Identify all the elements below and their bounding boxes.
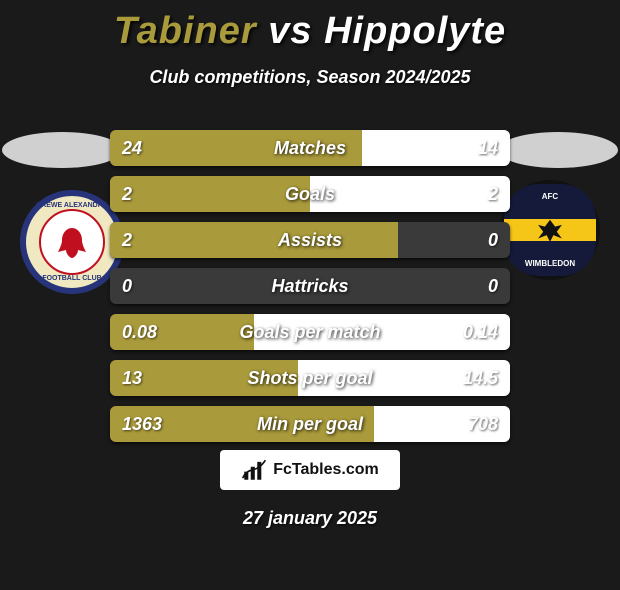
stat-value-right: 0 [488, 268, 498, 304]
stat-row: 0.080.14Goals per match [110, 314, 510, 350]
stat-row: 1314.5Shots per goal [110, 360, 510, 396]
stat-value-left: 1363 [122, 406, 162, 442]
brand-badge: FcTables.com [220, 450, 400, 490]
crest-left-inner [39, 209, 105, 275]
stat-fill-right [310, 176, 510, 212]
club-crest-left: CREWE ALEXANDRA FOOTBALL CLUB [20, 190, 124, 294]
subtitle: Club competitions, Season 2024/2025 [0, 67, 620, 88]
stat-fill-left [110, 176, 310, 212]
player2-name: Hippolyte [324, 10, 506, 52]
crest-right-top-text: AFC [504, 192, 596, 201]
shadow-oval-right [498, 132, 618, 168]
brand-text: FcTables.com [273, 461, 379, 479]
stat-value-right: 0.14 [463, 314, 498, 350]
stat-value-right: 2 [488, 176, 498, 212]
stat-label: Hattricks [110, 268, 510, 304]
stat-value-right: 0 [488, 222, 498, 258]
crest-right-bottom-text: WIMBLEDON [504, 259, 596, 268]
stat-fill-left [110, 130, 362, 166]
crest-left-top-text: CREWE ALEXANDRA [36, 202, 108, 209]
stat-value-right: 14.5 [463, 360, 498, 396]
stat-row: 20Assists [110, 222, 510, 258]
player1-name: Tabiner [114, 10, 257, 52]
stat-value-left: 2 [122, 176, 132, 212]
footer-date: 27 january 2025 [0, 508, 620, 529]
title-vs: vs [268, 10, 312, 52]
stat-value-right: 708 [468, 406, 498, 442]
stat-value-left: 13 [122, 360, 142, 396]
stat-row: 1363708Min per goal [110, 406, 510, 442]
stat-value-left: 24 [122, 130, 142, 166]
lion-icon [52, 222, 92, 262]
stat-row: 0 0Hattricks [110, 268, 510, 304]
stat-value-left: 0 [122, 268, 132, 304]
stat-fill-left [110, 222, 398, 258]
chart-icon [241, 457, 267, 483]
shadow-oval-left [2, 132, 122, 168]
stat-rows: 2414Matches22Goals20Assists00Hattricks0.… [110, 130, 510, 452]
eagle-icon [533, 213, 567, 247]
stat-value-left: 0.08 [122, 314, 157, 350]
crest-left-bottom-text: FOOTBALL CLUB [42, 275, 101, 282]
club-crest-right: AFC WIMBLEDON [500, 180, 600, 280]
stat-row: 2414Matches [110, 130, 510, 166]
stat-value-left: 2 [122, 222, 132, 258]
stat-row: 22Goals [110, 176, 510, 212]
stat-value-right: 14 [478, 130, 498, 166]
comparison-title: Tabiner vs Hippolyte [0, 10, 620, 53]
